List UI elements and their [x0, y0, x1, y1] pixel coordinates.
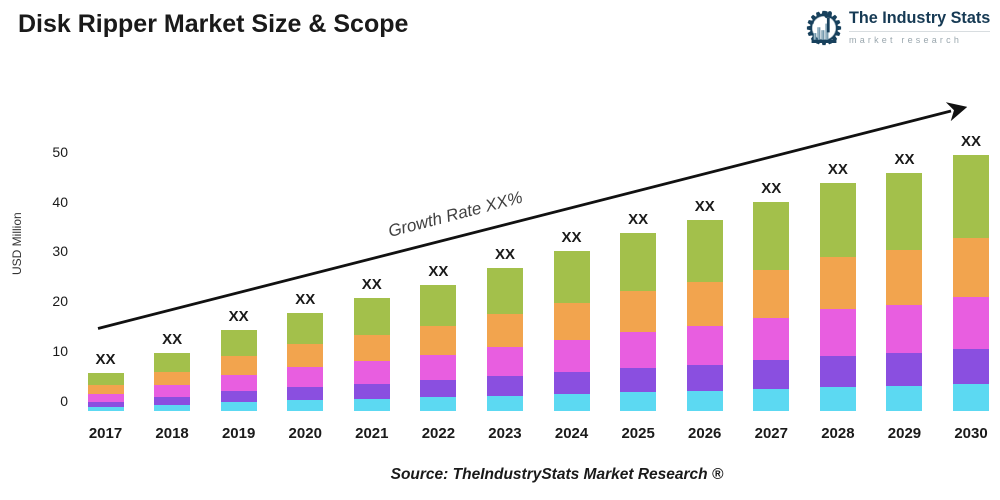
svg-text:Growth Rate XX%: Growth Rate XX% — [386, 188, 524, 241]
